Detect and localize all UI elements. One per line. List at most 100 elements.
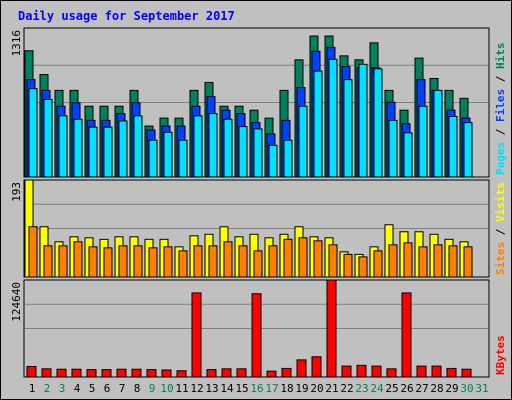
bar-pages-day-14 [223,118,233,178]
bar-pages-day-26 [403,132,413,178]
day-label-3: 3 [59,382,66,395]
bar-pages-day-13 [208,113,218,178]
bar-pages-day-25 [388,119,398,178]
bar-pages-day-11 [178,139,188,178]
day-label-18: 18 [280,382,293,395]
bar-kbytes-day-3 [56,368,67,378]
bar-pages-day-12 [193,115,203,178]
bar-pages-day-7 [118,120,128,178]
day-label-23: 23 [355,382,368,395]
bar-pages-day-9 [148,139,158,178]
legend-visits: Visits [494,182,507,222]
bar-sites-day-4 [73,241,83,278]
bar-kbytes-day-7 [116,368,127,378]
day-label-2: 2 [44,382,51,395]
bar-kbytes-day-9 [146,369,157,378]
legend-kbytes: KBytes [494,335,507,375]
bar-kbytes-day-17 [266,370,277,378]
day-label-30: 30 [460,382,473,395]
bar-pages-day-29 [448,115,458,178]
bar-kbytes-day-12 [191,292,202,378]
day-label-28: 28 [430,382,443,395]
day-label-7: 7 [119,382,126,395]
bar-pages-day-24 [373,68,383,178]
legend-separator: / [494,222,507,242]
bar-kbytes-day-4 [71,368,82,378]
day-label-12: 12 [190,382,203,395]
bar-pages-day-5 [88,126,98,178]
bar-sites-day-27 [418,246,428,278]
bar-pages-day-19 [298,105,308,178]
bar-kbytes-day-20 [311,356,322,378]
bar-sites-day-19 [298,237,308,278]
bar-kbytes-day-28 [431,365,442,378]
bar-kbytes-day-29 [446,367,457,378]
bar-kbytes-day-19 [296,359,307,378]
bar-pages-day-6 [103,126,113,178]
day-label-9: 9 [149,382,156,395]
day-label-21: 21 [325,382,338,395]
bar-kbytes-day-26 [401,292,412,378]
day-label-15: 15 [235,382,248,395]
bar-sites-day-6 [103,247,113,278]
bar-pages-day-18 [283,139,293,178]
bar-kbytes-day-2 [41,368,52,378]
day-label-22: 22 [340,382,353,395]
bar-kbytes-day-1 [26,365,37,378]
bar-pages-day-28 [433,89,443,178]
bar-kbytes-day-24 [371,365,382,378]
bar-pages-day-20 [313,70,323,178]
legend-separator: / [494,122,507,142]
day-label-27: 27 [415,382,428,395]
bar-sites-day-12 [193,245,203,278]
day-label-31: 31 [475,382,488,395]
day-label-10: 10 [160,382,173,395]
legend-pages: Pages [494,142,507,175]
bar-sites-day-1 [28,226,38,278]
bar-pages-day-23 [358,63,368,178]
bar-sites-day-29 [448,245,458,278]
day-label-4: 4 [74,382,81,395]
bar-kbytes-day-21 [326,279,337,378]
bar-kbytes-day-5 [86,369,97,378]
bar-pages-day-27 [418,105,428,178]
panel-1-legend: Pages / Files / Hits [494,43,507,176]
bar-kbytes-day-13 [206,369,217,378]
bar-kbytes-day-10 [161,369,172,378]
bar-kbytes-day-23 [356,364,367,378]
bar-sites-day-25 [388,244,398,278]
day-label-17: 17 [265,382,278,395]
bar-sites-day-9 [148,247,158,278]
bar-pages-day-22 [343,79,353,178]
day-label-29: 29 [445,382,458,395]
day-label-14: 14 [220,382,234,395]
bar-sites-day-11 [178,250,188,278]
day-label-6: 6 [104,382,111,395]
panel-2-legend: Sites / Visits [494,182,507,275]
legend-hits: Hits [494,43,507,70]
legend-sites: Sites [494,242,507,275]
day-label-20: 20 [310,382,323,395]
bar-kbytes-day-14 [221,368,232,378]
bar-kbytes-day-18 [281,367,292,378]
bar-pages-day-17 [268,144,278,178]
bar-sites-day-16 [253,250,263,278]
bar-kbytes-day-11 [176,370,187,378]
bar-sites-day-14 [223,241,233,278]
bar-sites-day-22 [343,253,353,278]
day-label-1: 1 [29,382,36,395]
bar-pages-day-8 [133,115,143,178]
bar-sites-day-15 [238,245,248,278]
bar-sites-day-5 [88,246,98,278]
bar-sites-day-23 [358,256,368,278]
bar-kbytes-day-6 [101,369,112,378]
bar-sites-day-18 [283,238,293,278]
bar-sites-day-13 [208,245,218,278]
day-label-16: 16 [250,382,263,395]
chart-title: Daily usage for September 2017 [18,9,235,23]
bar-pages-day-16 [253,128,263,178]
bar-sites-day-2 [43,245,53,278]
bar-kbytes-day-30 [461,368,472,378]
bar-kbytes-day-25 [386,368,397,378]
day-label-25: 25 [385,382,398,395]
